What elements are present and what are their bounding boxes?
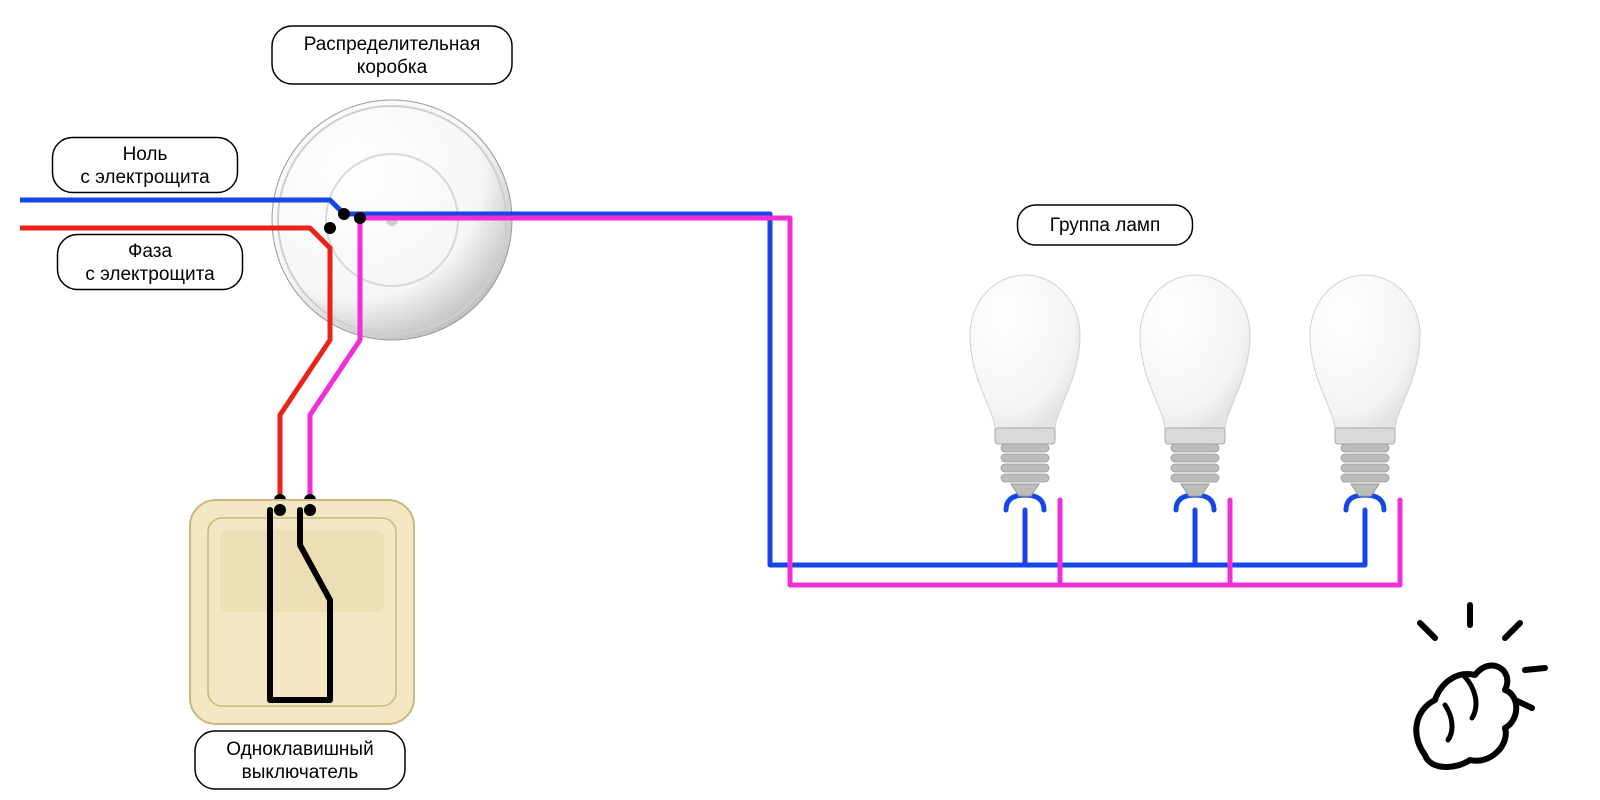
wire-node	[354, 212, 366, 224]
svg-text:Фаза: Фаза	[128, 241, 173, 262]
label-junction-box: Распределительнаякоробка	[272, 26, 512, 84]
svg-text:Ноль: Ноль	[123, 144, 168, 165]
wire-node	[324, 222, 336, 234]
wire-node	[338, 208, 350, 220]
svg-text:с электрощита: с электрощита	[80, 167, 210, 188]
label-switch: Одноклавишныйвыключатель	[195, 731, 405, 789]
bulb	[970, 275, 1080, 496]
svg-text:Распределительная: Распределительная	[304, 34, 481, 55]
svg-text:выключатель: выключатель	[242, 762, 359, 783]
wire-switched-out	[360, 218, 1400, 585]
svg-text:с электрощита: с электрощита	[85, 264, 215, 285]
bulb	[1310, 275, 1420, 496]
bulb	[1140, 275, 1250, 496]
svg-text:Одноклавишный: Одноклавишный	[226, 739, 373, 760]
label-phase-in: Фазас электрощита	[58, 235, 243, 290]
svg-text:Группа ламп: Группа ламп	[1050, 215, 1161, 236]
label-neutral-in: Нольс электрощита	[53, 138, 238, 193]
wall-switch	[190, 500, 414, 724]
svg-text:коробка: коробка	[357, 57, 428, 78]
label-lamps: Группа ламп	[1018, 205, 1193, 245]
logo-icon	[1416, 605, 1545, 767]
